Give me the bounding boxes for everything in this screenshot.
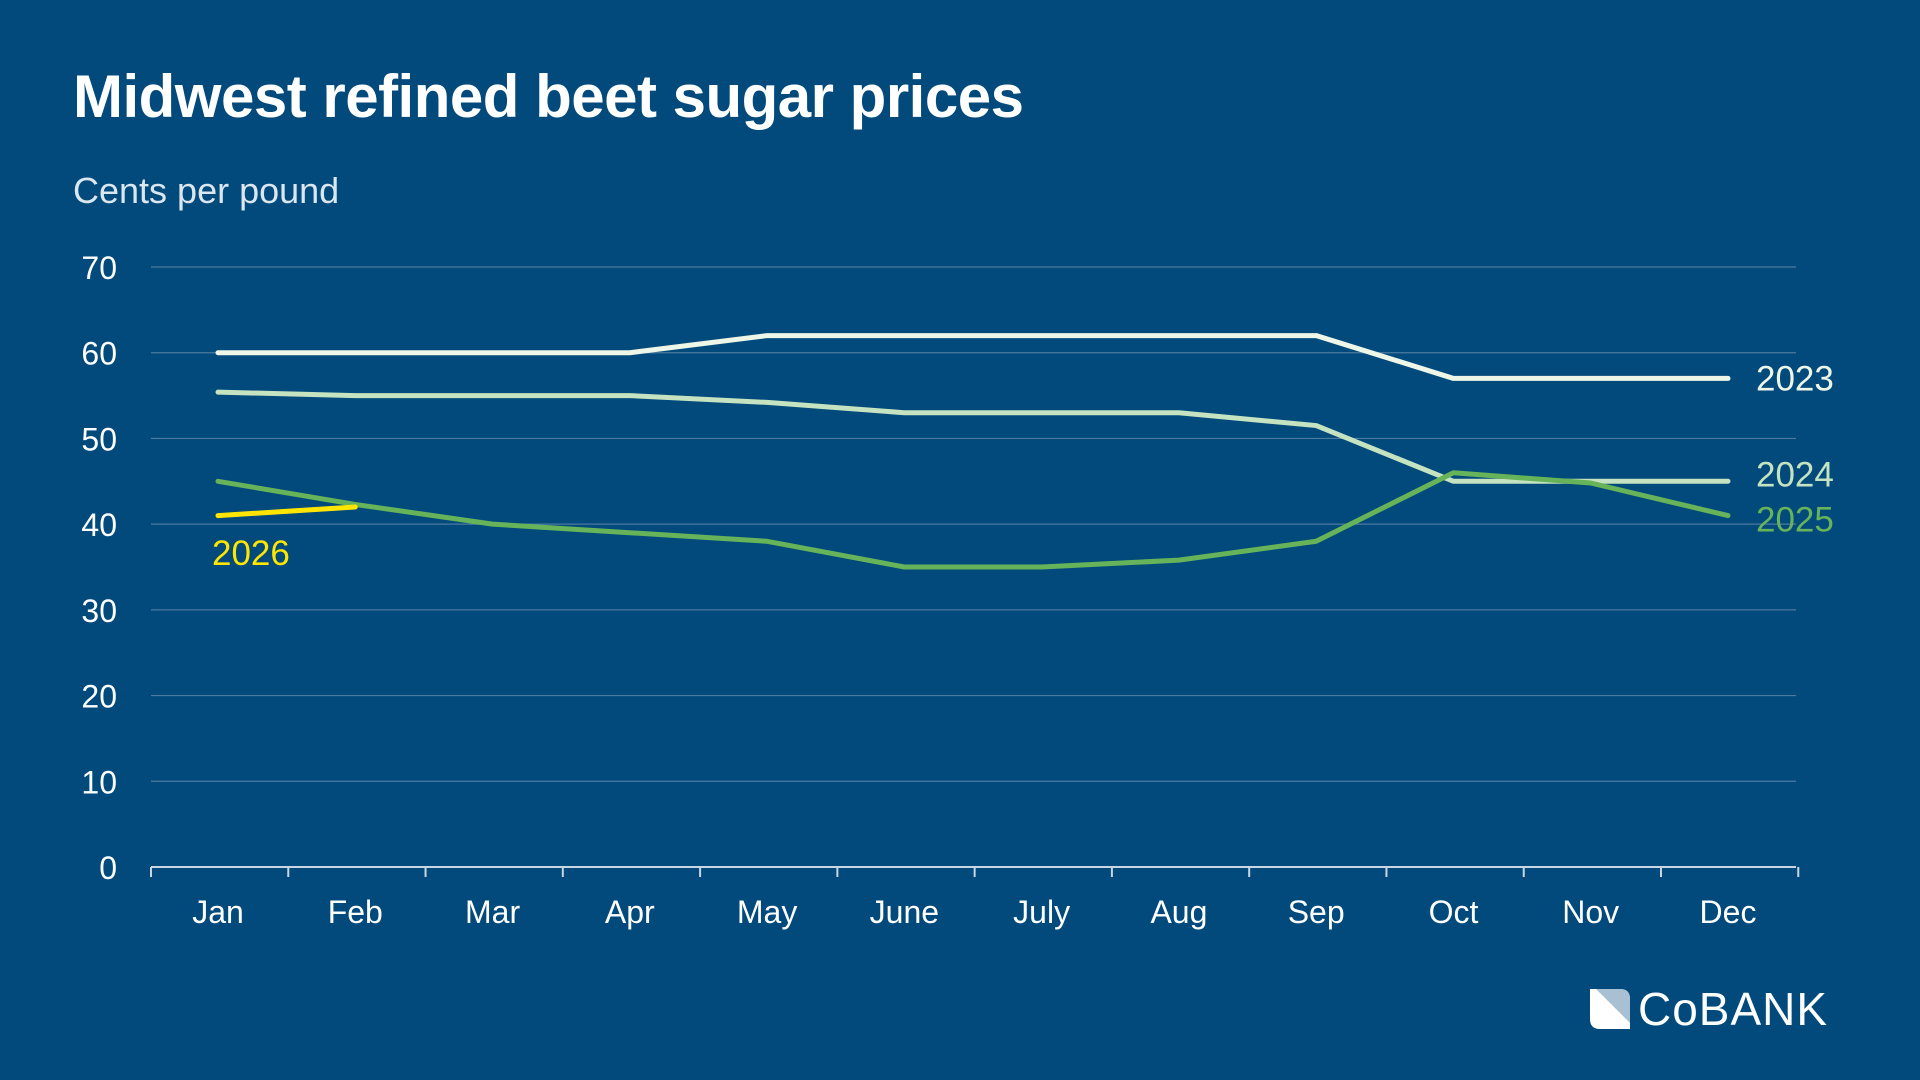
y-tick-label: 70 bbox=[81, 250, 117, 286]
x-tick-label: June bbox=[870, 894, 939, 930]
x-tick-label: Aug bbox=[1150, 894, 1207, 930]
x-tick-label: May bbox=[737, 894, 797, 930]
x-tick-label: Feb bbox=[328, 894, 383, 930]
series-line-2024 bbox=[215, 389, 1731, 484]
y-tick-label: 0 bbox=[99, 850, 117, 886]
x-tick-label: Apr bbox=[605, 894, 655, 930]
chart-title: Midwest refined beet sugar prices bbox=[73, 63, 1024, 130]
logo-text: CoBANK bbox=[1638, 983, 1829, 1035]
x-tick-label: Oct bbox=[1429, 894, 1479, 930]
y-tick-label: 40 bbox=[81, 507, 117, 543]
x-tick-label: Nov bbox=[1562, 894, 1619, 930]
series-label-2026: 2026 bbox=[212, 534, 290, 573]
series-line-2023 bbox=[215, 333, 1731, 381]
x-tick-label: July bbox=[1013, 894, 1070, 930]
y-tick-label: 50 bbox=[81, 421, 117, 457]
y-axis-unit-label: Cents per pound bbox=[73, 170, 340, 211]
y-tick-label: 60 bbox=[81, 336, 117, 372]
y-tick-label: 30 bbox=[81, 593, 117, 629]
cobank-logo-mark-icon bbox=[1590, 989, 1630, 1029]
x-tick-label: Sep bbox=[1288, 894, 1345, 930]
series-line-2026 bbox=[215, 504, 358, 519]
x-tick-label: Mar bbox=[465, 894, 520, 930]
series-label-2025: 2025 bbox=[1756, 501, 1834, 540]
series-label-2024: 2024 bbox=[1756, 455, 1834, 494]
series-label-2023: 2023 bbox=[1756, 359, 1834, 398]
cobank-logo: CoBANK bbox=[1590, 982, 1828, 1036]
x-tick-label: Jan bbox=[192, 894, 244, 930]
series-line-2025 bbox=[215, 470, 1731, 570]
y-tick-label: 20 bbox=[81, 679, 117, 715]
x-tick-label: Dec bbox=[1700, 894, 1757, 930]
y-tick-label: 10 bbox=[81, 764, 117, 800]
